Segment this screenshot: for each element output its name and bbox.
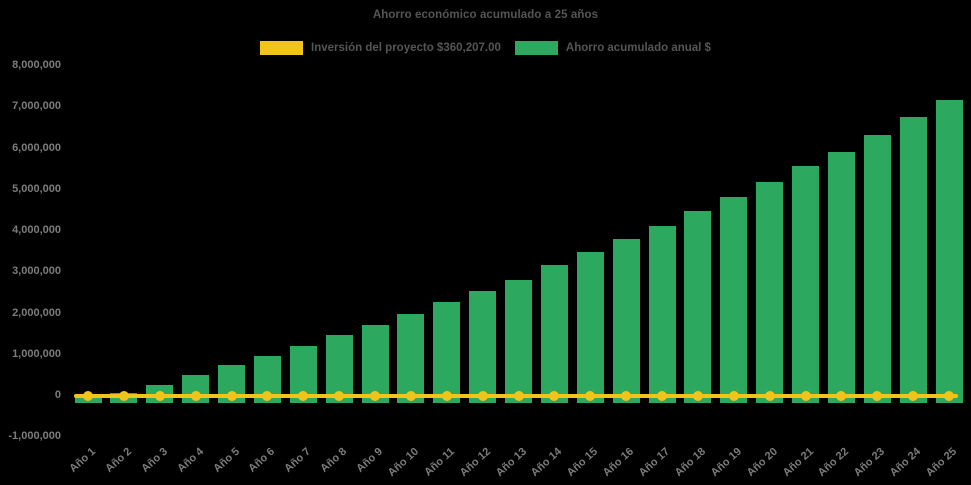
x-axis-label: Año 11 [421, 445, 457, 479]
x-axis-label: Año 16 [600, 445, 637, 480]
x-axis-label: Año 6 [246, 445, 278, 475]
x-axis-label: Año 15 [564, 445, 601, 480]
savings-bar-12 [469, 291, 497, 403]
savings-legend-label: Ahorro acumulado anual $ [565, 42, 711, 54]
x-axis-label: Año 3 [139, 445, 170, 475]
savings-bar-23 [863, 135, 891, 403]
y-axis-label: 3,000,000 [12, 265, 61, 278]
x-axis-label: Año 2 [103, 445, 134, 475]
x-axis-label: Año 7 [282, 445, 314, 475]
x-axis-label: Año 21 [780, 445, 816, 480]
x-axis-label: Año 4 [174, 445, 206, 475]
savings-bar-25 [935, 100, 963, 403]
investment-point-25 [944, 391, 954, 402]
savings-bar-10 [397, 314, 425, 403]
x-axis-label: Año 12 [457, 445, 493, 480]
y-axis-label: 5,000,000 [12, 182, 61, 195]
investment-point-6 [262, 391, 273, 402]
investment-point-20 [764, 391, 775, 402]
investment-point-7 [298, 391, 309, 402]
x-axis-label: Año 23 [851, 445, 888, 480]
investment-point-9 [370, 391, 380, 402]
savings-bar-22 [827, 151, 855, 403]
investment-legend-swatch [260, 41, 304, 55]
savings-bar-13 [505, 279, 532, 403]
y-axis-label: 0 [54, 389, 61, 401]
savings-bar-14 [540, 265, 568, 403]
y-axis-label: 8,000,000 [12, 59, 61, 71]
investment-point-16 [621, 391, 632, 402]
x-axis-label: Año 1 [67, 445, 99, 475]
y-axis-label: 7,000,000 [12, 100, 61, 113]
investment-point-11 [441, 391, 452, 402]
savings-bar-18 [684, 211, 712, 403]
savings-bar-11 [433, 302, 461, 403]
x-axis-label: Año 22 [816, 445, 852, 480]
investment-legend-label: Inversión del proyecto $360,207.00 [311, 42, 501, 54]
x-axis-label: Año 14 [529, 445, 565, 480]
investment-point-8 [334, 391, 345, 402]
investment-point-23 [872, 391, 883, 402]
chart-title: Ahorro económico acumulado a 25 años [372, 9, 599, 21]
savings-bar-24 [899, 116, 927, 403]
x-axis-label: Año 25 [923, 445, 960, 480]
x-axis-label: Año 13 [493, 445, 529, 480]
savings-bar-9 [361, 324, 389, 403]
x-axis-label: Año 20 [744, 445, 780, 480]
y-axis-label: 1,000,000 [12, 347, 61, 360]
legend-item-savings[interactable]: Ahorro acumulado anual $ [514, 41, 711, 55]
investment-point-2 [118, 391, 129, 402]
investment-point-4 [190, 391, 201, 402]
x-axis-label: Año 9 [354, 445, 386, 475]
investment-point-24 [908, 391, 919, 402]
x-axis-label: Año 17 [636, 445, 673, 480]
investment-point-21 [800, 391, 811, 402]
chart-legend: Inversión del proyecto $360,207.00 Ahorr… [0, 41, 971, 55]
investment-point-13 [513, 391, 524, 402]
savings-bar-21 [792, 165, 819, 403]
investment-point-3 [154, 391, 165, 402]
savings-bar-16 [612, 238, 640, 403]
investment-point-22 [836, 391, 847, 402]
legend-item-investment[interactable]: Inversión del proyecto $360,207.00 [260, 41, 501, 55]
y-axis-label: 2,000,000 [12, 306, 61, 319]
x-axis-label: Año 19 [708, 445, 744, 480]
investment-point-19 [728, 391, 739, 402]
y-axis-label: 6,000,000 [12, 141, 61, 154]
y-axis-label: -1,000,000 [8, 430, 61, 443]
investment-point-5 [226, 391, 237, 402]
y-axis-label: 4,000,000 [12, 224, 61, 236]
investment-point-18 [692, 391, 703, 402]
x-axis-label: Año 8 [318, 445, 350, 475]
savings-bar-15 [576, 252, 604, 403]
investment-point-17 [657, 391, 667, 402]
x-axis-label: Año 5 [210, 445, 242, 475]
savings-bar-17 [648, 225, 676, 403]
savings-bar-20 [756, 181, 784, 403]
savings-legend-swatch [514, 41, 558, 55]
investment-point-15 [585, 391, 596, 402]
savings-bar-19 [720, 197, 748, 403]
investment-point-12 [477, 391, 488, 402]
x-axis-label: Año 10 [385, 445, 421, 480]
x-axis-label: Año 24 [887, 445, 924, 480]
x-axis-label: Año 18 [672, 445, 708, 480]
investment-point-14 [549, 391, 560, 402]
investment-point-1 [83, 391, 93, 402]
investment-point-10 [405, 391, 416, 402]
